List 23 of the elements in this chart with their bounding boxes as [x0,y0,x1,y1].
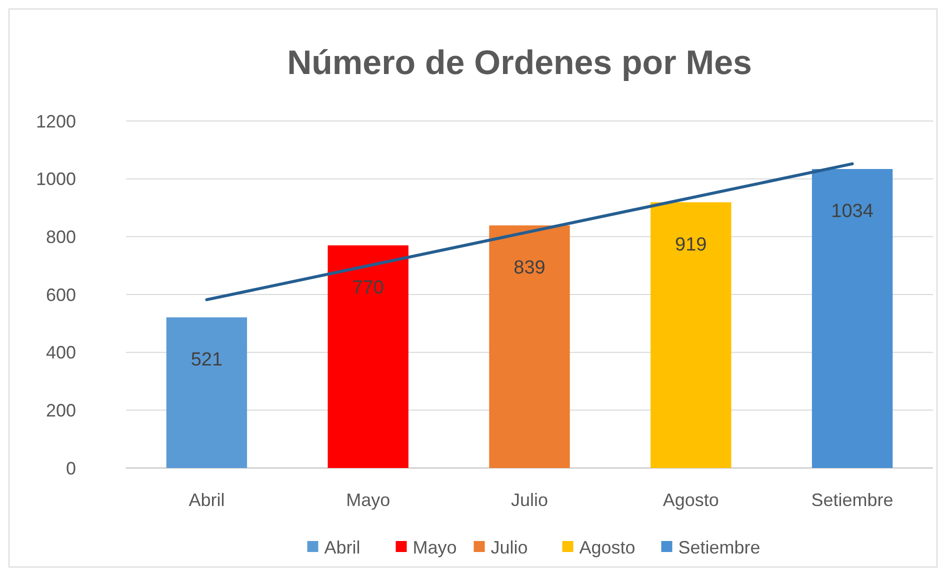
chart-title: Número de Ordenes por Mes [287,44,752,82]
y-tick-label: 600 [46,284,76,305]
legend-label: Mayo [412,537,457,558]
y-tick-label: 1200 [36,111,76,132]
x-tick-label: Abril [188,490,225,510]
data-label: 1034 [831,201,874,222]
legend-label: Abril [324,537,360,558]
x-tick-label: Julio [510,490,548,510]
y-tick-label: 400 [46,342,76,363]
data-label: 919 [675,234,707,256]
legend-label: Agosto [579,537,636,558]
x-tick-label: Agosto [662,490,719,510]
x-tick-label: Mayo [346,490,390,510]
x-tick-label: Setiembre [811,490,894,510]
data-label: 770 [352,277,384,298]
y-tick-label: 1000 [36,169,76,190]
y-tick-label: 200 [46,400,76,420]
legend-label: Setiembre [678,537,760,558]
data-label: 839 [514,257,546,278]
y-tick-label: 0 [66,458,76,478]
legend-label: Julio [490,537,528,558]
y-tick-label: 800 [46,226,76,247]
data-label: 521 [190,349,223,370]
